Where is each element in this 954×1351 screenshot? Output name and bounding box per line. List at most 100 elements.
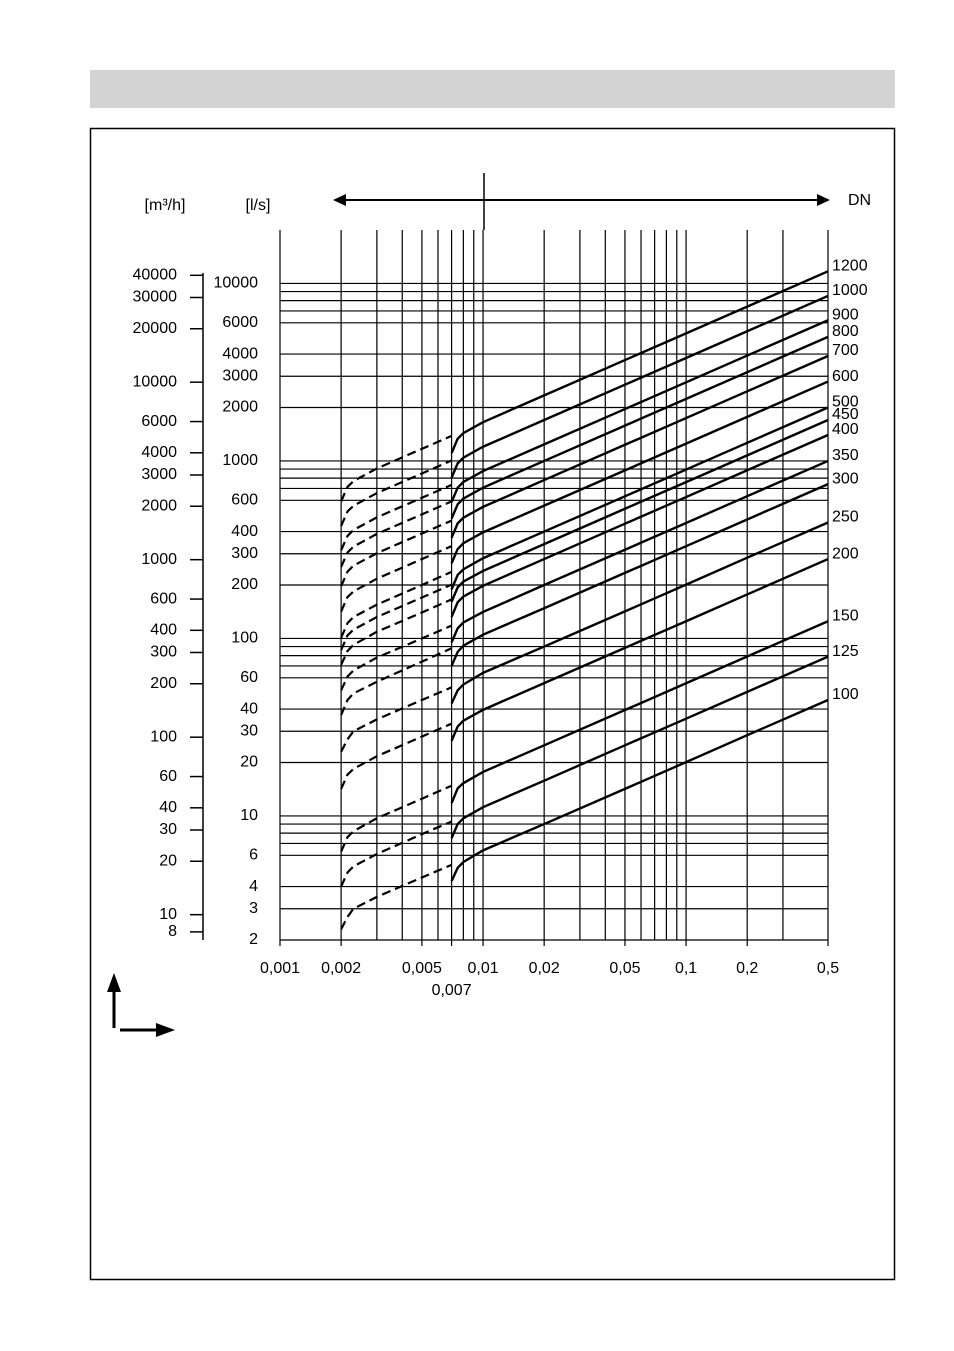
series-line-dashed [340, 820, 453, 888]
series-line-dashed [340, 583, 453, 651]
series-line-dashed [340, 647, 453, 716]
legend-label: 1200 [832, 258, 868, 275]
arrow-head [333, 194, 346, 206]
legend-label: 450 [832, 406, 859, 423]
series-line-dashed [340, 863, 453, 930]
series-line-dashed [340, 459, 453, 527]
series-line [450, 433, 829, 618]
y2-tick-label: 1000 [141, 551, 177, 568]
y2-tick-label: 40 [159, 799, 177, 816]
x-tick-label: 0,001 [260, 960, 300, 977]
y-tick-label: 30 [240, 722, 258, 739]
y2-tick-label: 400 [150, 622, 177, 639]
legend-label: 100 [832, 686, 859, 703]
y2-tick-label: 2000 [141, 497, 177, 514]
x-tick-label: 0,002 [321, 960, 361, 977]
legend-label: 300 [832, 470, 859, 487]
y-tick-label: 4000 [222, 345, 258, 362]
series-line [450, 521, 829, 704]
series-line [450, 698, 829, 882]
legend-label: 250 [832, 509, 859, 526]
frame [89, 127, 896, 1281]
y-tick-label: 2000 [222, 399, 258, 416]
y2-tick-label: 600 [150, 590, 177, 607]
y-tick-label: 4 [249, 878, 258, 895]
series-line-dashed [340, 784, 453, 852]
y-tick-label: 1000 [222, 452, 258, 469]
x-tick-label: 0,5 [817, 960, 839, 977]
y-tick-label: 2 [249, 931, 258, 948]
left-unit: [m³/h] [145, 197, 186, 214]
series-line-dashed [340, 686, 453, 753]
series-line [450, 270, 829, 454]
legend-label: 600 [832, 368, 859, 385]
arrow-head [817, 194, 830, 206]
y2-tick-label: 300 [150, 644, 177, 661]
series-line [450, 319, 829, 503]
legend-label: 400 [832, 421, 859, 438]
series-line [450, 620, 829, 804]
series-line [450, 557, 829, 742]
series-line-dashed [340, 624, 453, 691]
y-tick-label: 60 [240, 669, 258, 686]
series-line-dashed [340, 483, 453, 551]
legend-label: 700 [832, 342, 859, 359]
legend-label: 125 [832, 643, 859, 660]
y-tick-label: 400 [231, 523, 258, 540]
y2-tick-label: 60 [159, 768, 177, 785]
y2-tick-label: 30000 [133, 289, 178, 306]
y-tick-label: 200 [231, 576, 258, 593]
series-line [450, 406, 829, 590]
series-line-dashed [340, 570, 453, 639]
y2-tick-label: 6000 [141, 413, 177, 430]
y2-tick-label: 40000 [133, 267, 178, 284]
series-line-dashed [340, 545, 453, 612]
y2-tick-label: 100 [150, 728, 177, 745]
legend-label: 800 [832, 323, 859, 340]
legend-label: 200 [832, 545, 859, 562]
y-tick-label: 10 [240, 807, 258, 824]
x-tick-label: 0,01 [467, 960, 498, 977]
series-line-dashed [340, 519, 453, 587]
y-tick-label: 100 [231, 630, 258, 647]
y-tick-label: 20 [240, 754, 258, 771]
y2-tick-label: 3000 [141, 466, 177, 483]
series-line-dashed [340, 598, 453, 666]
legend-label: 900 [832, 307, 859, 324]
x-tick-label: 0,05 [609, 960, 640, 977]
y-tick-label: 6 [249, 847, 258, 864]
series-line-dashed [340, 434, 453, 502]
x-tick-label: 0,2 [736, 960, 758, 977]
y2-tick-label: 20 [159, 852, 177, 869]
series-line [450, 335, 829, 520]
series-line [450, 354, 829, 539]
x-tick-label: 0,1 [675, 960, 697, 977]
legend-label: 150 [832, 607, 859, 624]
series-line [450, 294, 829, 479]
series-line-dashed [340, 722, 453, 790]
y2-tick-label: 200 [150, 675, 177, 692]
y-tick-label: 40 [240, 700, 258, 717]
series-line [450, 459, 829, 643]
y-unit: [l/s] [246, 197, 271, 214]
y-tick-label: 10000 [214, 275, 259, 292]
header-bar [90, 70, 895, 108]
y-tick-label: 3000 [222, 367, 258, 384]
legend-label: 350 [832, 447, 859, 464]
legend-label: 500 [832, 394, 859, 411]
x-tick-label: 0,005 [402, 960, 442, 977]
axis-icon-head [107, 973, 121, 992]
series-line [450, 655, 829, 839]
y-tick-label: 6000 [222, 314, 258, 331]
y2-tick-label: 30 [159, 821, 177, 838]
x-tick-label: 0,02 [529, 960, 560, 977]
y-tick-label: 300 [231, 545, 258, 562]
axis-icon-head [156, 1023, 175, 1037]
series-line [450, 380, 829, 564]
series-line [450, 418, 829, 603]
y-tick-label: 3 [249, 900, 258, 917]
y-tick-label: 600 [231, 492, 258, 509]
y2-tick-label: 10 [159, 906, 177, 923]
